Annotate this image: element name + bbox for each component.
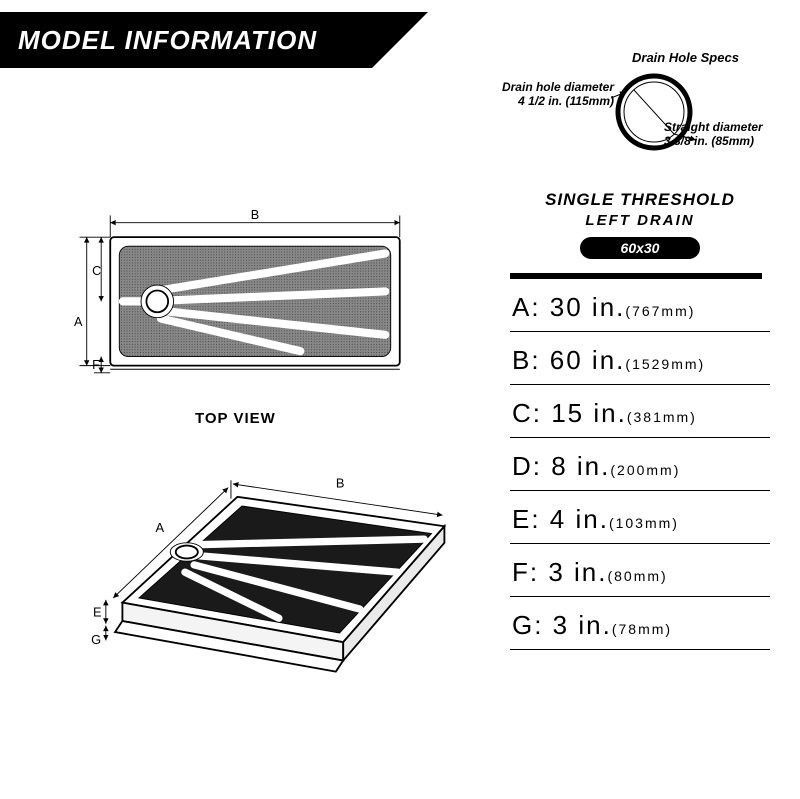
dimension-metric: (1529mm) — [625, 356, 705, 372]
dimension-metric: (78mm) — [612, 621, 672, 637]
iso-drain-icon — [176, 546, 198, 559]
drain-inner-label: Straight diameter 3 3/8 in. (85mm) — [664, 120, 784, 149]
top-view-caption: TOP VIEW — [195, 410, 276, 427]
dimension-key: A: 30 in. — [512, 292, 625, 322]
iso-label-B: B — [336, 476, 345, 491]
dimension-metric: (767mm) — [625, 303, 695, 319]
dimension-key: E: 4 in. — [512, 504, 609, 534]
dimension-row: G: 3 in.(78mm) — [510, 597, 770, 650]
dimension-row: B: 60 in.(1529mm) — [510, 332, 770, 385]
dimension-row: D: 8 in.(200mm) — [510, 438, 770, 491]
dimension-metric: (200mm) — [610, 462, 680, 478]
top-view-figure: B D A C F — [70, 210, 440, 400]
dimension-list: A: 30 in.(767mm)B: 60 in.(1529mm)C: 15 i… — [510, 279, 770, 650]
dimension-panel: SINGLE THRESHOLD LEFT DRAIN 60x30 A: 30 … — [510, 190, 770, 650]
drain-spec-title: Drain Hole Specs — [632, 50, 739, 65]
product-size-pill: 60x30 — [580, 237, 700, 259]
dimension-metric: (381mm) — [627, 409, 697, 425]
dim-label-A: A — [74, 315, 83, 329]
dimension-metric: (80mm) — [607, 568, 667, 584]
product-name: SINGLE THRESHOLD — [510, 190, 770, 210]
isometric-figure: A B E G — [60, 460, 470, 690]
drain-spec-block: Drain Hole Specs Drain hole diameter 4 1… — [484, 50, 784, 170]
dimension-row: A: 30 in.(767mm) — [510, 279, 770, 332]
dimension-key: F: 3 in. — [512, 557, 607, 587]
header-title: MODEL INFORMATION — [18, 25, 317, 56]
drain-hole-icon — [146, 291, 168, 313]
header-banner: MODEL INFORMATION — [0, 12, 372, 68]
dimension-row: F: 3 in.(80mm) — [510, 544, 770, 597]
iso-label-E: E — [93, 604, 102, 619]
dimension-row: C: 15 in.(381mm) — [510, 385, 770, 438]
dim-label-C: C — [92, 264, 101, 278]
iso-label-A: A — [156, 520, 165, 535]
iso-label-G: G — [91, 632, 101, 647]
dimension-key: D: 8 in. — [512, 451, 610, 481]
drain-spec-diagram — [484, 50, 784, 180]
drain-outer-label: Drain hole diameter 4 1/2 in. (115mm) — [484, 80, 614, 109]
dimension-metric: (103mm) — [609, 515, 679, 531]
dim-label-F: F — [92, 358, 100, 372]
dim-label-B: B — [251, 210, 259, 222]
dimension-key: B: 60 in. — [512, 345, 625, 375]
dimension-key: C: 15 in. — [512, 398, 627, 428]
dimension-row: E: 4 in.(103mm) — [510, 491, 770, 544]
product-subtitle: LEFT DRAIN — [510, 212, 770, 229]
dimension-key: G: 3 in. — [512, 610, 612, 640]
